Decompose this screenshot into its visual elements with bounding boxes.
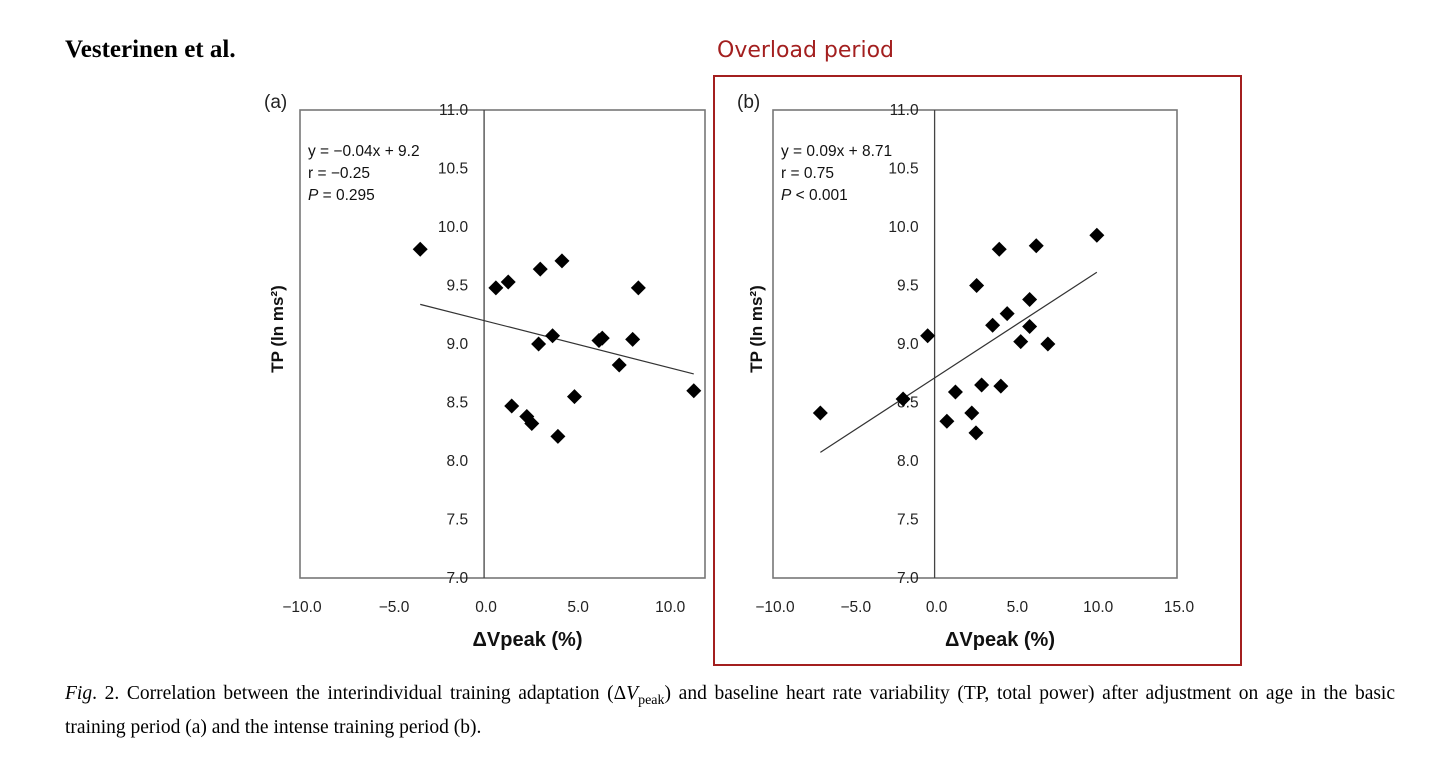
- data-point: [611, 357, 627, 373]
- data-point: [991, 241, 1007, 257]
- x-tick-label: 15.0: [1164, 599, 1195, 616]
- data-point: [488, 280, 504, 296]
- data-point: [504, 398, 520, 414]
- data-point: [1040, 336, 1056, 352]
- y-tick-label: 11.0: [890, 102, 919, 119]
- data-point: [974, 377, 990, 393]
- equation-label: y = 0.09x + 8.71: [781, 143, 892, 160]
- data-point: [1013, 334, 1029, 350]
- x-tick-label: 0.0: [926, 599, 948, 616]
- data-point: [625, 331, 641, 347]
- p-value: < 0.001: [791, 187, 847, 204]
- x-axis-label: ΔVpeak (%): [473, 629, 583, 651]
- y-tick-label: 9.5: [897, 278, 919, 295]
- panel-label: (b): [737, 92, 760, 113]
- figure-caption: Fig. 2. Correlation between the interind…: [65, 680, 1395, 741]
- data-point: [1022, 292, 1038, 308]
- y-tick-label: 8.5: [447, 395, 469, 412]
- data-point: [939, 413, 955, 429]
- data-point: [566, 389, 582, 405]
- data-point: [1089, 227, 1105, 243]
- y-tick-label: 10.0: [888, 219, 919, 236]
- y-axis-label: TP (ln ms²): [747, 285, 766, 373]
- x-axis-label: ΔVpeak (%): [945, 629, 1055, 651]
- data-point: [412, 241, 428, 257]
- data-point: [812, 405, 828, 421]
- data-point: [532, 261, 548, 277]
- r-value-label: r = −0.25: [308, 165, 370, 182]
- data-point: [524, 416, 540, 432]
- data-point: [964, 405, 980, 421]
- caption-text-2: ) and baseline heart rate variability (T…: [65, 683, 1396, 738]
- x-tick-label: 0.0: [475, 599, 497, 616]
- x-tick-label: 10.0: [1083, 599, 1114, 616]
- x-tick-label: −10.0: [755, 599, 795, 616]
- y-tick-label: 8.0: [447, 453, 469, 470]
- y-tick-label: 9.0: [447, 336, 469, 353]
- caption-var: V: [626, 683, 639, 704]
- y-tick-label: 10.5: [438, 161, 468, 178]
- x-tick-label: 5.0: [1007, 599, 1029, 616]
- x-tick-label: 10.0: [655, 599, 686, 616]
- chart-panel-a: 7.0 7.5 8.0 8.5 9.0 9.5 10.0 10.5 11.0 −10.0 −5.0 0…: [264, 92, 706, 651]
- data-point: [968, 425, 984, 441]
- data-point: [550, 428, 566, 444]
- y-tick-label: 9.0: [897, 336, 919, 353]
- regression-line: [820, 271, 1098, 453]
- plot-frame: [299, 109, 706, 579]
- data-point: [630, 280, 646, 296]
- caption-fig-label: Fig: [65, 683, 93, 704]
- data-point: [545, 328, 561, 344]
- r-value-label: r = 0.75: [781, 165, 834, 182]
- p-symbol: P: [308, 187, 319, 204]
- author-heading: Vesterinen et al.: [65, 36, 236, 63]
- data-point: [920, 328, 936, 344]
- equation-label: y = −0.04x + 9.2: [308, 143, 420, 160]
- data-point: [554, 253, 570, 269]
- y-tick-label: 7.5: [897, 512, 919, 529]
- caption-sub: peak: [638, 692, 665, 708]
- plot-frame: [772, 109, 1178, 579]
- data-point: [993, 378, 1009, 394]
- p-value-label: P < 0.001: [781, 187, 848, 204]
- chart-panel-b: 7.07.58.08.59.09.510.010.511.0−10.0 −5.0 0…: [737, 92, 1194, 651]
- y-tick-label: 10.5: [888, 161, 918, 178]
- data-point: [1028, 238, 1044, 254]
- data-point: [686, 383, 702, 399]
- data-point: [594, 330, 610, 346]
- caption-text-1: . 2. Correlation between the interindivi…: [92, 683, 627, 704]
- y-tick-label: 7.5: [447, 512, 469, 529]
- x-tick-label: −5.0: [840, 599, 871, 616]
- p-value: = 0.295: [318, 187, 374, 204]
- y-tick-label: 7.0: [897, 570, 919, 587]
- p-symbol: P: [781, 187, 792, 204]
- p-value-label: P = 0.295: [308, 187, 375, 204]
- data-point: [985, 317, 1001, 333]
- highlight-frame: [713, 75, 1242, 666]
- y-axis-label: TP (ln ms²): [268, 285, 287, 373]
- y-tick-label: 9.5: [447, 278, 469, 295]
- x-tick-label: −10.0: [282, 599, 322, 616]
- regression-line: [420, 303, 694, 375]
- y-tick-label: 8.0: [897, 453, 919, 470]
- overload-period-label: Overload period: [717, 38, 895, 63]
- data-point: [947, 384, 963, 400]
- x-tick-label: −5.0: [379, 599, 410, 616]
- data-point: [500, 274, 516, 290]
- data-point: [1022, 318, 1038, 334]
- x-tick-label: 5.0: [567, 599, 589, 616]
- data-point: [531, 336, 547, 352]
- y-tick-label: 10.0: [438, 219, 469, 236]
- data-point: [999, 306, 1015, 322]
- data-point: [969, 278, 985, 293]
- y-tick-label: 11.0: [439, 102, 468, 119]
- data-point: [895, 391, 911, 407]
- y-tick-label: 7.0: [447, 570, 469, 587]
- panel-label: (a): [264, 92, 287, 113]
